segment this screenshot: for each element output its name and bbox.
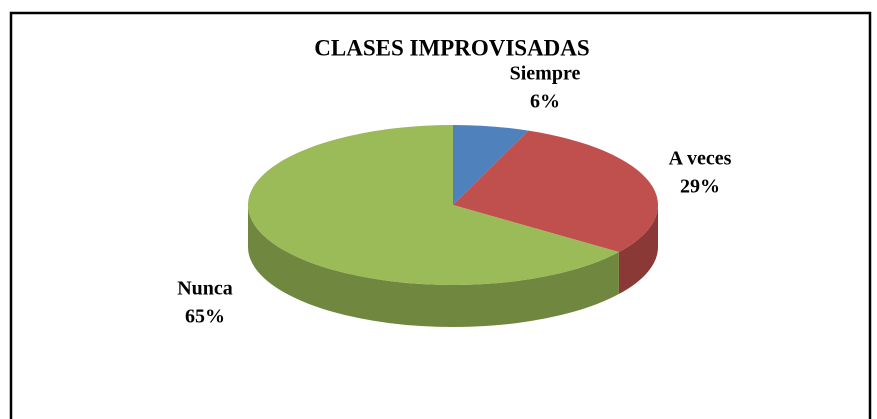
slice-side-shade — [248, 205, 619, 328]
value-label: 6% — [530, 91, 560, 113]
pie-sides — [248, 205, 658, 328]
value-label: 65% — [185, 306, 225, 328]
slice — [453, 125, 529, 205]
value-label: 29% — [680, 176, 720, 198]
slice — [453, 130, 659, 253]
chart-title: CLASES IMPROVISADAS — [314, 35, 589, 60]
data-labels: Siempre 6% A veces 29% Nunca 65% — [177, 63, 731, 328]
slice-side — [248, 205, 619, 328]
pie-tops — [248, 125, 659, 285]
slice-side-shade — [618, 205, 658, 295]
category-label: Siempre — [510, 63, 581, 85]
slice — [248, 125, 619, 285]
category-label: A veces — [669, 148, 732, 170]
category-label: Nunca — [177, 278, 233, 300]
slice-side — [618, 205, 658, 295]
